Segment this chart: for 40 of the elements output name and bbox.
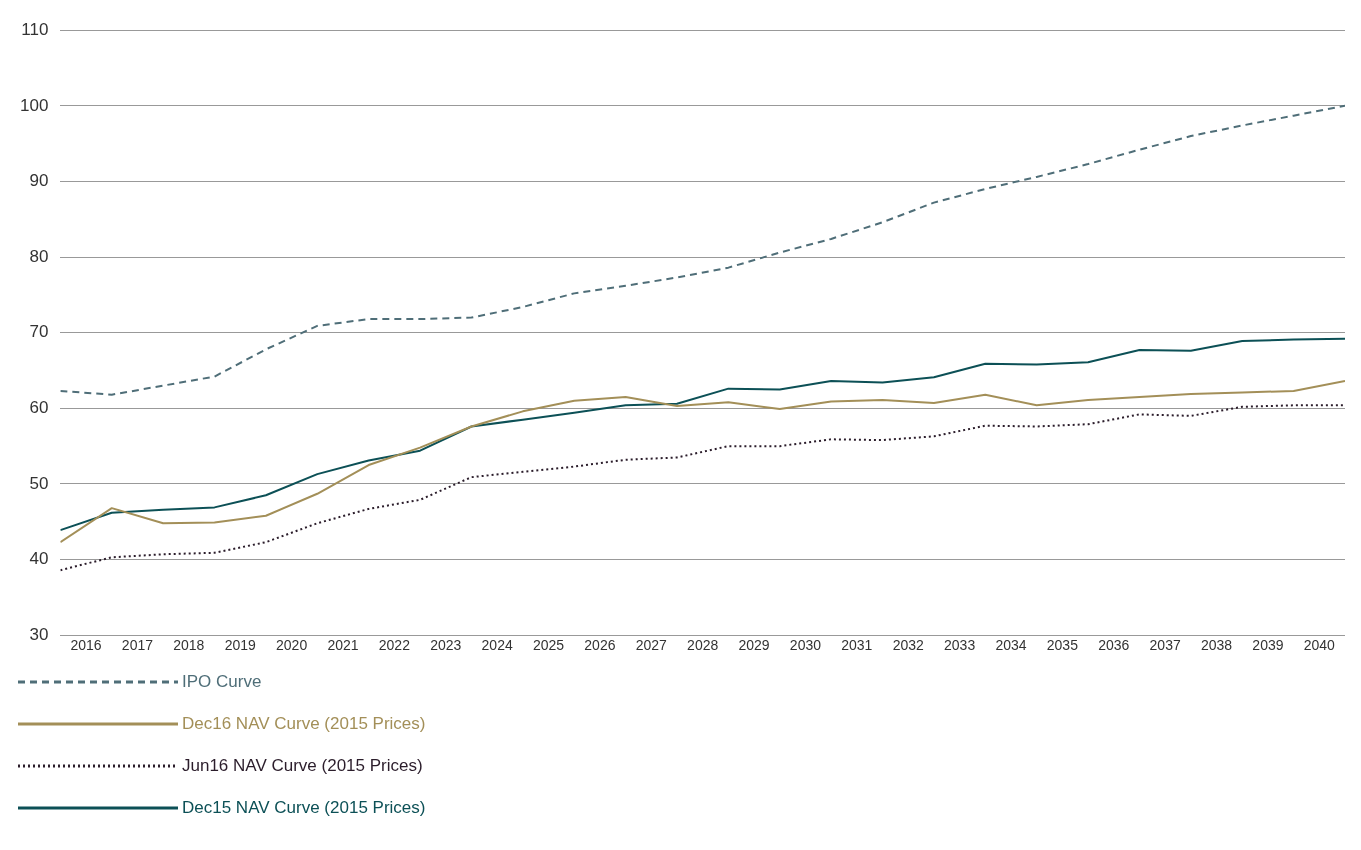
x-tick-label: 2019 [224,637,256,654]
x-tick-label: 2016 [70,637,102,654]
x-tick-label: 2025 [532,637,565,654]
y-tick-label: 100 [19,95,49,115]
x-tick-label: 2018 [173,637,205,654]
x-tick-label: 2027 [635,637,668,654]
x-tick-label: 2028 [687,637,719,654]
x-tick-label: 2026 [584,637,616,654]
y-tick-label: 30 [29,624,49,644]
y-tick-label: 70 [29,322,49,342]
x-tick-label: 2020 [276,637,308,654]
x-tick-label: 2024 [481,637,513,654]
y-tick-label: 50 [29,473,49,493]
x-tick-label: 2034 [995,637,1027,654]
x-tick-label: 2038 [1200,637,1233,654]
x-tick-label: 2030 [789,637,822,654]
text: Jun16 NAV Curve (2015 Prices) [182,756,423,776]
x-tick-label: 2040 [1303,637,1336,654]
x-tick-label: 2017 [121,637,154,654]
x-tick-label: 2032 [892,637,924,654]
y-tick-label: 60 [29,398,49,418]
text: Dec15 NAV Curve (2015 Prices) [182,798,426,818]
line-series [60,104,1345,396]
x-tick-label: 2021 [327,637,359,654]
y-tick-label: 80 [29,246,49,266]
x-tick-label: 2036 [1098,637,1130,654]
line-series [60,404,1345,572]
x-tick-label: 2022 [378,637,411,654]
x-tick-label: 2039 [1252,637,1284,654]
x-tick-label: 2031 [841,637,873,654]
text: IPO Curve [182,672,262,692]
x-tick-label: 2037 [1149,637,1181,654]
x-tick-label: 2035 [1046,637,1079,654]
y-tick-label: 110 [21,19,49,39]
x-tick-label: 2029 [738,637,770,654]
x-tick-label: 2033 [944,637,976,654]
y-tick-label: 90 [29,171,49,191]
x-tick-label: 2023 [430,637,462,654]
y-tick-label: 40 [29,549,49,569]
text: Dec16 NAV Curve (2015 Prices) [182,714,426,734]
